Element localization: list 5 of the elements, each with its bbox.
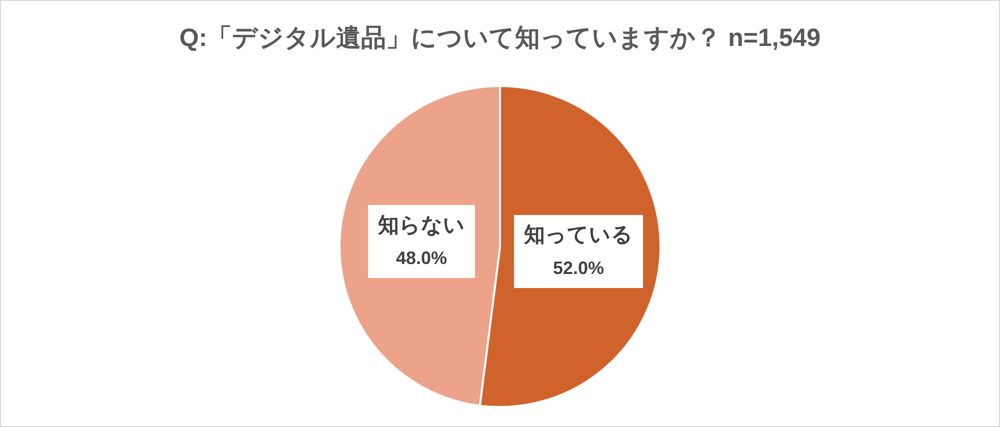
data-label: 48.0% (396, 248, 448, 268)
slice-label: 知らない (377, 214, 466, 237)
chart-title: Q:「デジタル遺品」について知っていますか？ n=1,549 (179, 24, 821, 52)
slice-label: 知っている (522, 224, 633, 247)
data-label: 52.0% (552, 258, 604, 278)
